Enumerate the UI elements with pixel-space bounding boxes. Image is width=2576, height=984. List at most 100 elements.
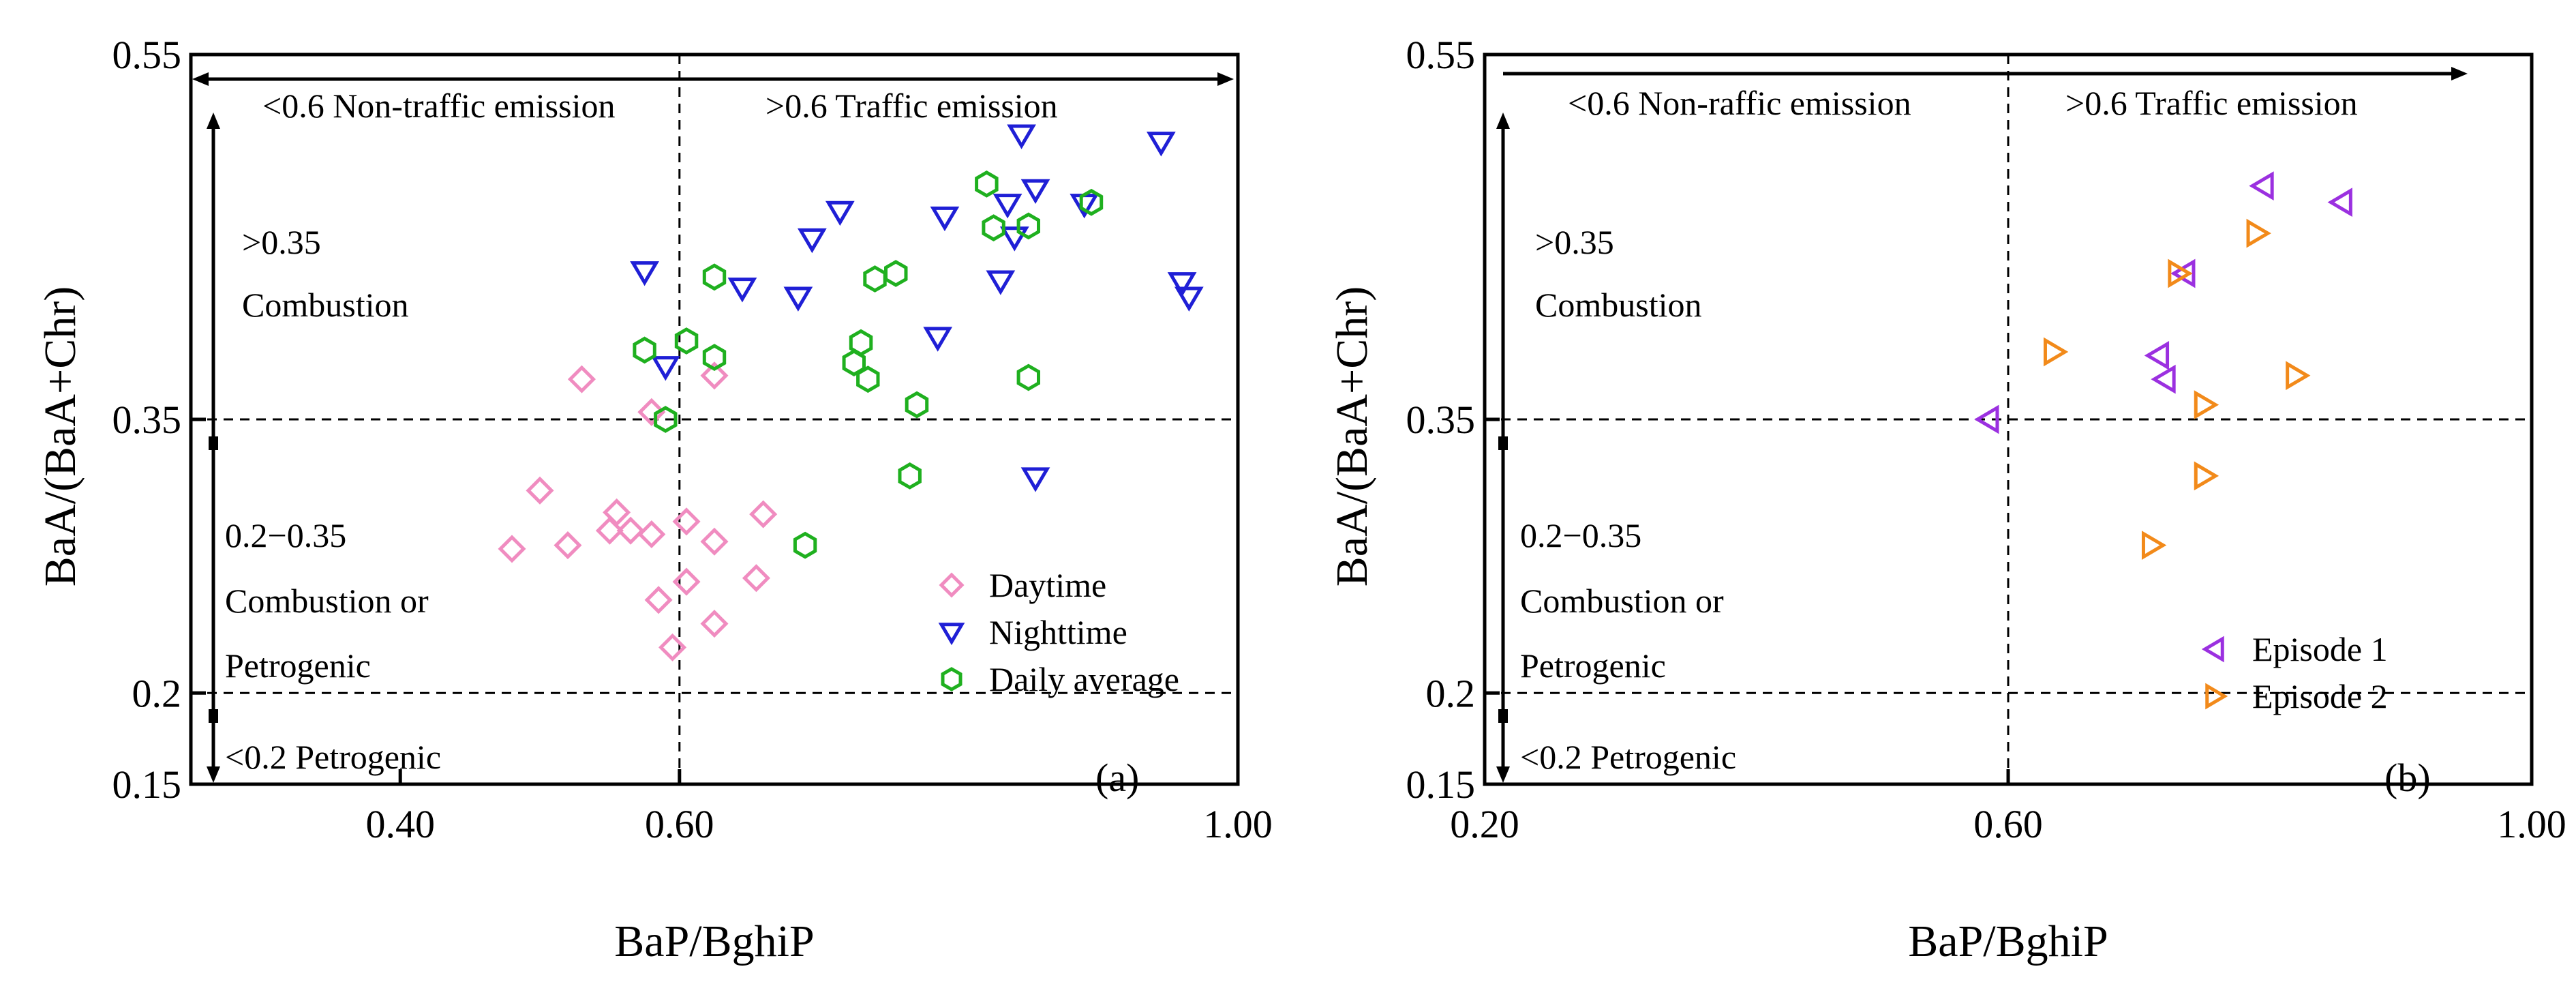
data-point: [1079, 188, 1104, 216]
data-point: [849, 329, 873, 357]
panel-b: 0.55 0.35 0.2 0.150.20 0.60 1.00 <0.6 Non-raf…: [1327, 33, 2566, 966]
range-label: 0.2−0.35: [225, 516, 346, 554]
data-point: [1020, 179, 1050, 205]
data-point: [702, 344, 727, 371]
data-point: [554, 531, 582, 560]
series-daily-average: [633, 170, 1104, 559]
data-point: [674, 327, 699, 355]
data-point: [630, 261, 659, 286]
ticks-a: 0.55 0.35 0.2 0.15 0.40 0.60 1.00: [112, 33, 1273, 846]
data-point: [1167, 272, 1197, 297]
y-tick-label: 0.2: [1426, 671, 1476, 715]
panel-label-b: (b): [2384, 756, 2431, 800]
y-tick-label: 0.55: [1406, 33, 1476, 77]
data-point: [905, 391, 929, 419]
x-tick-label: 0.60: [1973, 802, 2043, 846]
petrogenic-threshold-label: <0.2 Petrogenic: [225, 738, 441, 776]
series-episode-2: [2043, 218, 2311, 560]
data-point: [898, 462, 922, 490]
combustion-label: Combustion: [242, 286, 408, 324]
data-point: [825, 200, 855, 226]
data-point: [2286, 361, 2311, 391]
combustion-or-label: Combustion or: [1520, 582, 1724, 620]
petrogenic-label: Petrogenic: [1520, 646, 1666, 685]
data-point: [999, 226, 1029, 252]
legend-marker: [939, 572, 965, 598]
data-point: [2144, 341, 2170, 370]
data-point: [992, 194, 1022, 219]
data-point: [658, 633, 687, 661]
data-point: [1007, 124, 1036, 149]
data-point: [2151, 364, 2176, 394]
data-point: [982, 214, 1005, 241]
data-point: [842, 349, 866, 376]
non-traffic-label: <0.6 Non-traffic emission: [262, 87, 615, 125]
data-point: [749, 500, 778, 528]
data-point: [1174, 286, 1204, 312]
data-point: [633, 336, 656, 364]
data-point: [1974, 404, 1999, 434]
traffic-label: >0.6 Traffic emission: [2065, 84, 2358, 122]
data-point: [1146, 132, 1176, 157]
legend-label: Episode 1: [2252, 630, 2388, 668]
y-tick-label: 0.55: [112, 33, 182, 77]
x-tick-label: 0.20: [1450, 802, 1519, 846]
combustion-or-label: Combustion or: [225, 582, 429, 620]
combustion-threshold-label: >0.35: [1535, 223, 1614, 261]
data-point: [700, 610, 729, 638]
data-point: [595, 516, 624, 545]
data-point: [2327, 188, 2352, 218]
legend-marker: [2201, 636, 2224, 663]
y-tick-label: 0.15: [112, 762, 182, 807]
data-point: [923, 327, 953, 352]
data-point: [783, 286, 813, 312]
data-point: [1016, 363, 1040, 391]
data-point: [603, 498, 631, 526]
legend-label: Nighttime: [989, 613, 1127, 651]
legend-label: Daily average: [989, 660, 1179, 698]
data-point: [856, 366, 880, 393]
combustion-threshold-label: >0.35: [242, 223, 321, 261]
legend-marker: [2205, 683, 2228, 710]
series-episode-1: [1974, 171, 2352, 434]
data-point: [742, 564, 770, 593]
panel-a: 0.55 0.35 0.2 0.15 0.40 0.60 1.00 <0.6 Non-tra…: [35, 33, 1273, 966]
data-point: [2194, 390, 2219, 419]
data-point: [2141, 531, 2167, 560]
data-point: [727, 278, 757, 303]
legend-marker: [938, 623, 965, 646]
range-label: 0.2−0.35: [1520, 516, 1641, 554]
data-point: [986, 270, 1016, 295]
data-point: [672, 567, 701, 596]
data-point: [644, 586, 673, 614]
non-traffic-label: <0.6 Non-raffic emission: [1568, 84, 1911, 122]
data-point: [702, 263, 727, 291]
traffic-label: >0.6 Traffic emission: [766, 87, 1058, 125]
data-point: [526, 476, 554, 505]
data-point: [672, 507, 701, 536]
y-tick-label: 0.2: [132, 671, 182, 715]
legend-label: Daytime: [989, 566, 1106, 604]
data-point: [654, 406, 678, 433]
hlines-a: [191, 418, 1238, 694]
series-daytime: [498, 361, 778, 661]
data-point: [930, 206, 960, 232]
data-point: [1016, 212, 1040, 240]
data-point: [637, 398, 666, 426]
data-point: [2246, 218, 2271, 248]
x-tick-label: 1.00: [2497, 802, 2566, 846]
data-point: [884, 260, 908, 287]
data-point: [637, 520, 666, 549]
x-axis-label-b: BaP/BghiP: [1908, 916, 2108, 966]
emission-arrow-a: [192, 72, 1234, 86]
data-point: [1020, 467, 1050, 492]
y-axis-label-a: BaA/(BaA+Chr): [35, 286, 85, 586]
ratio-arrow-b: [1496, 113, 1510, 783]
y-tick-label: 0.35: [112, 398, 182, 442]
data-point: [616, 516, 645, 545]
x-tick-label: 0.40: [365, 802, 435, 846]
data-point: [498, 535, 526, 563]
x-tick-label: 0.60: [645, 802, 714, 846]
emission-arrow-b: [1503, 67, 2468, 80]
